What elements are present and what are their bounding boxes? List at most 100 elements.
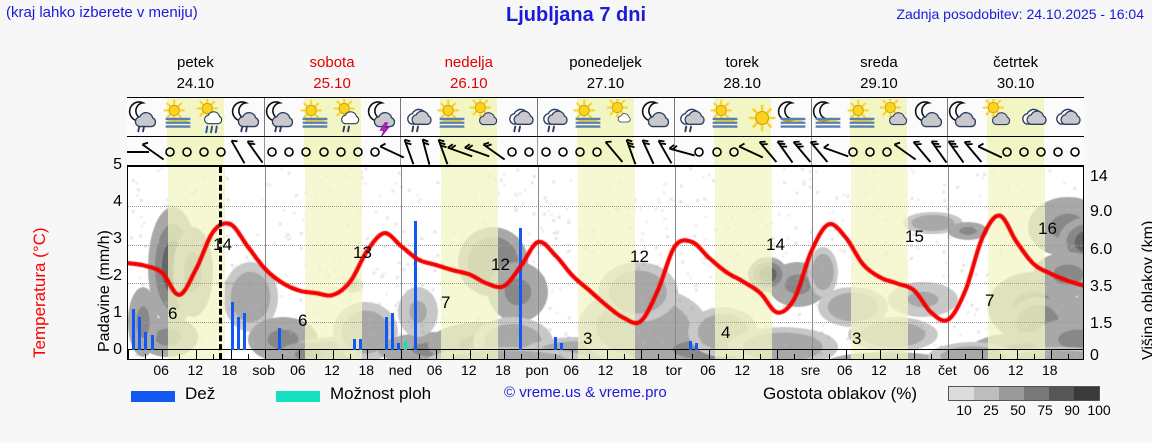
weather-icon-cloud — [1016, 99, 1050, 136]
wind-barb-calm — [870, 137, 904, 165]
wind-barb-calm — [170, 137, 204, 165]
temperature-value-label: 14 — [766, 235, 785, 254]
shower-legend-label: Možnost ploh — [330, 384, 432, 403]
day-separator — [400, 98, 402, 136]
wind-barb — [477, 137, 511, 165]
day-date: 30.10 — [996, 75, 1035, 92]
temperature-value-label: 4 — [721, 323, 731, 342]
weather-icon-sun-fog — [571, 99, 605, 136]
x-axis-label: 06 — [563, 362, 580, 378]
cloud-density-swatch-100 — [1074, 387, 1099, 400]
weather-icon-moon-cloud-drizzle — [264, 99, 298, 136]
day-name: ponedeljek — [569, 54, 642, 71]
copyright-link[interactable]: © vreme.us & vreme.pro — [504, 384, 667, 401]
temperature-value-label: 7 — [985, 291, 995, 310]
day-header-ponedeljek: ponedeljek 27.10 — [537, 52, 674, 94]
x-axis-label: 18 — [631, 362, 648, 378]
day-date: 29.10 — [860, 75, 898, 92]
x-axis-label: tor — [665, 362, 683, 378]
x-axis-label: 06 — [153, 362, 169, 378]
temperature-value-label: 6 — [298, 311, 308, 330]
wind-barb — [751, 137, 785, 165]
day-header-nedelja: nedelja 26.10 — [400, 52, 537, 94]
precipitation-tick: 2 — [113, 267, 122, 284]
x-axis-label: ned — [388, 362, 413, 378]
weather-icon-moon-cloud-thunder — [366, 99, 400, 136]
wind-barb — [597, 137, 631, 165]
temperature-value-label: 6 — [168, 304, 178, 323]
wind-barb-calm — [307, 137, 341, 165]
weather-icon-sun-cloud — [879, 98, 913, 136]
x-axis-label: 18 — [1042, 362, 1058, 378]
temperature-axis-title: Temperatura (°C) — [30, 227, 49, 358]
wind-barb-calm — [358, 137, 392, 165]
cloud-density-tick: 90 — [1064, 402, 1080, 418]
cloud-density-tick: 10 — [956, 402, 972, 418]
wind-barb-calm — [1024, 137, 1058, 165]
weather-icon-cloud-drizzle — [674, 99, 708, 136]
wind-barb-calm — [717, 137, 751, 165]
wind-barb-calm — [272, 137, 306, 165]
day-separator — [810, 137, 812, 165]
wind-barb-calm — [341, 137, 375, 165]
wind-barb — [819, 137, 853, 165]
wind-barb — [734, 137, 768, 165]
day-separator — [400, 137, 402, 165]
weather-icon-cloud — [1050, 99, 1084, 136]
precipitation-tick: 3 — [113, 230, 122, 247]
day-separator — [537, 137, 539, 165]
day-date: 27.10 — [586, 75, 625, 92]
day-header-petek: petek 24.10 — [127, 52, 264, 94]
wind-barb — [392, 137, 426, 165]
x-axis-label: sre — [800, 362, 821, 378]
wind-barb — [614, 137, 648, 165]
day-separator — [947, 98, 949, 136]
weather-icon-moon-fog — [811, 99, 845, 136]
cloud-density-swatch-50 — [999, 387, 1024, 400]
wind-barb — [426, 137, 460, 165]
day-separator — [537, 98, 539, 136]
x-axis-label: 06 — [290, 362, 306, 378]
day-date: 24.10 — [176, 75, 215, 92]
temperature-value-label: 3 — [583, 329, 593, 348]
cloud-density-tick: 25 — [983, 402, 999, 418]
precipitation-tick: 0 — [113, 341, 122, 358]
wind-barb-calm — [580, 137, 614, 165]
day-separator — [810, 98, 812, 136]
x-axis-label: 12 — [324, 362, 340, 378]
wind-barb — [956, 137, 990, 165]
wind-barb — [905, 137, 939, 165]
weather-icon-moon-fog — [776, 99, 810, 136]
day-headers: petek 24.10 sobota 25.10 nedelja 26.10 ponedel… — [127, 52, 1084, 96]
weather-icon-sun-cloud-small — [606, 98, 640, 136]
daylight-band — [166, 137, 224, 165]
x-axis-label: 06 — [973, 362, 990, 378]
wind-barb-calm — [1041, 137, 1075, 165]
menu-hint-text: (kraj lahko izberete v meniju) — [6, 4, 198, 21]
day-name: torek — [725, 54, 759, 71]
wind-barb-calm — [204, 137, 238, 165]
wind-barb — [785, 137, 819, 165]
cloud-height-tick: 3.5 — [1090, 278, 1113, 296]
cloud-height-axis-title: Višina oblakov (km) — [1140, 220, 1152, 360]
cloud-density-swatch-25 — [974, 387, 999, 400]
wind-barb-calm — [836, 137, 870, 165]
weather-icon-sun-cloud-drizzle — [332, 98, 366, 136]
weather-icon-moon-cloud-drizzle — [230, 99, 264, 136]
x-axis-label: 06 — [426, 362, 443, 378]
day-name: sobota — [309, 54, 355, 71]
wind-barb — [127, 137, 153, 165]
wind-barb — [443, 137, 477, 165]
wind-barb-calm — [324, 137, 358, 165]
weather-icon-sun-fog — [298, 99, 332, 136]
x-axis-label: 12 — [597, 362, 614, 378]
cloud-density-scale — [948, 386, 1100, 401]
temperature-value-label: 12 — [491, 255, 510, 274]
wind-barb-calm — [853, 137, 887, 165]
weather-icon-moon-cloud-drizzle — [127, 99, 161, 136]
cloud-density-tick: 50 — [1010, 402, 1026, 418]
temperature-value-label: 15 — [905, 227, 924, 246]
wind-barb-calm — [529, 137, 563, 165]
wind-barb-calm — [990, 137, 1024, 165]
wind-barb — [768, 137, 802, 165]
